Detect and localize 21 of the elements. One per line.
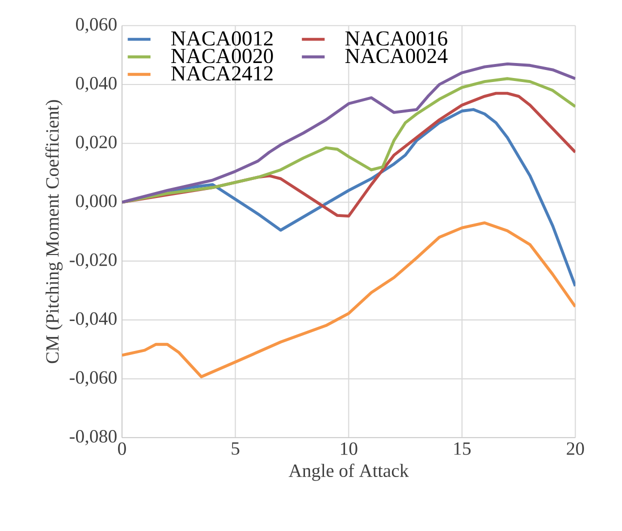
line-series <box>122 221 576 378</box>
y-tick-label: -0,020 <box>70 253 117 269</box>
x-tick-label: 15 <box>454 442 471 455</box>
x-tick-label: 5 <box>232 442 240 455</box>
x-axis-title: Angle of Attack <box>288 464 409 481</box>
x-tick-label: 20 <box>566 442 584 455</box>
y-tick-label: 0,040 <box>76 76 117 92</box>
legend-label: NACA2412 <box>171 66 273 81</box>
y-tick-label: -0,040 <box>70 312 117 328</box>
legend-label: NACA0012 <box>171 31 273 46</box>
y-tick-label: 0,020 <box>76 136 117 151</box>
legend-label: NACA0020 <box>171 48 273 64</box>
y-tick-label: 0,060 <box>76 18 117 34</box>
x-tick-label: 10 <box>340 442 358 455</box>
y-tick-label: 0,000 <box>76 194 117 210</box>
y-tick-label: -0,060 <box>70 371 117 386</box>
legend-label: NACA0024 <box>345 48 448 64</box>
legend-label: NACA0016 <box>345 31 448 46</box>
y-tick-label: -0,080 <box>70 430 117 446</box>
x-tick-label: 0 <box>118 442 126 455</box>
y-axis-title: CM (Pitching Moment Coefficient) <box>45 100 63 364</box>
